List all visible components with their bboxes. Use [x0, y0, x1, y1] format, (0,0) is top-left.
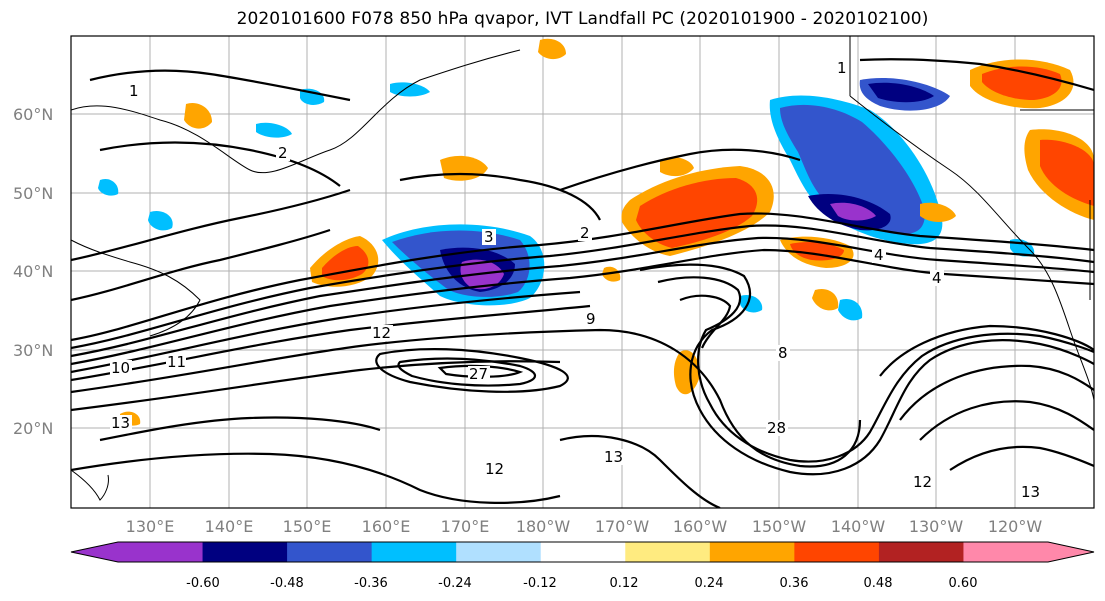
lon-label: 160°W — [673, 517, 728, 536]
colorbar-extend-min — [71, 542, 118, 562]
colorbar-segment — [794, 542, 880, 562]
colorbar-tick-label: 0.60 — [949, 576, 978, 591]
lon-label: 180°W — [516, 517, 571, 536]
lon-label: 140°W — [831, 517, 886, 536]
ivt-contours — [71, 58, 1094, 508]
colorbar-tick-label: -0.12 — [523, 576, 557, 591]
contour-label: 10 — [111, 359, 130, 377]
contour-labels: 1 1 2 2 3 4 4 8 9 10 11 12 12 1 — [110, 59, 1042, 501]
contour-label: 1 — [837, 59, 847, 77]
lon-label: 150°E — [283, 517, 332, 536]
contour-label: 4 — [874, 246, 884, 264]
contour-label: 2 — [278, 144, 288, 162]
colorbar-segment — [456, 542, 542, 562]
colorbar-outline — [70, 541, 1095, 563]
colorbar-extend-max — [1048, 542, 1094, 562]
map-frame — [70, 35, 1095, 509]
lon-label: 130°W — [909, 517, 964, 536]
contour-label: 4 — [932, 269, 942, 287]
contour-label: 28 — [767, 419, 786, 437]
colorbar-segment — [118, 542, 204, 562]
lat-label: 30°N — [13, 341, 53, 360]
colorbar-segment — [709, 542, 795, 562]
contour-label: 13 — [1021, 483, 1040, 501]
contour-label: 2 — [580, 224, 590, 242]
contour-label: 27 — [469, 365, 488, 383]
lat-label: 50°N — [13, 184, 53, 203]
contour-label: 12 — [485, 460, 504, 478]
contour-label: 12 — [913, 473, 932, 491]
lon-label: 130°E — [126, 517, 175, 536]
colorbar-segment — [287, 542, 373, 562]
lon-labels: 130°E 140°E 150°E 160°E 170°E 180°W 170°… — [126, 517, 1043, 536]
colorbar-tick-label: 0.48 — [864, 576, 893, 591]
colorbar-tick-label: -0.24 — [438, 576, 472, 591]
contour-label: 13 — [111, 414, 130, 432]
colorbar-segment — [878, 542, 964, 562]
lon-label: 120°W — [988, 517, 1043, 536]
contour-label: 3 — [484, 228, 494, 246]
colorbar-tick-label: 0.24 — [695, 576, 724, 591]
colorbar-segment — [963, 542, 1049, 562]
lat-label: 60°N — [13, 105, 53, 124]
lon-label: 170°W — [595, 517, 650, 536]
colorbar-tick-label: -0.36 — [354, 576, 388, 591]
colorbar-tick-label: 0.12 — [610, 576, 639, 591]
contour-label: 11 — [167, 353, 186, 371]
colorbar-tick-label: 0.36 — [780, 576, 809, 591]
lon-label: 150°W — [752, 517, 807, 536]
lon-label: 140°E — [205, 517, 254, 536]
gridlines — [71, 36, 1094, 508]
lon-label: 170°E — [441, 517, 490, 536]
map-title: 2020101600 F078 850 hPa qvapor, IVT Land… — [236, 9, 929, 29]
colorbar-ticks: -0.60 -0.48 -0.36 -0.24 -0.12 0.12 0.24 … — [186, 576, 977, 591]
lat-labels: 60°N 50°N 40°N 30°N 20°N — [13, 105, 53, 438]
contour-label: 8 — [778, 344, 788, 362]
colorbar-tick-label: -0.60 — [186, 576, 220, 591]
contour-label: 13 — [604, 448, 623, 466]
lat-label: 40°N — [13, 262, 53, 281]
colorbar-segment — [371, 542, 457, 562]
colorbar — [70, 541, 1095, 563]
colorbar-tick-label: -0.48 — [270, 576, 304, 591]
colorbar-segment — [540, 542, 626, 562]
lat-label: 20°N — [13, 419, 53, 438]
colorbar-segment — [625, 542, 711, 562]
contour-label: 1 — [129, 82, 139, 100]
colorbar-segment — [202, 542, 288, 562]
contour-label: 9 — [586, 310, 596, 328]
lon-label: 160°E — [362, 517, 411, 536]
contour-label: 12 — [372, 324, 391, 342]
